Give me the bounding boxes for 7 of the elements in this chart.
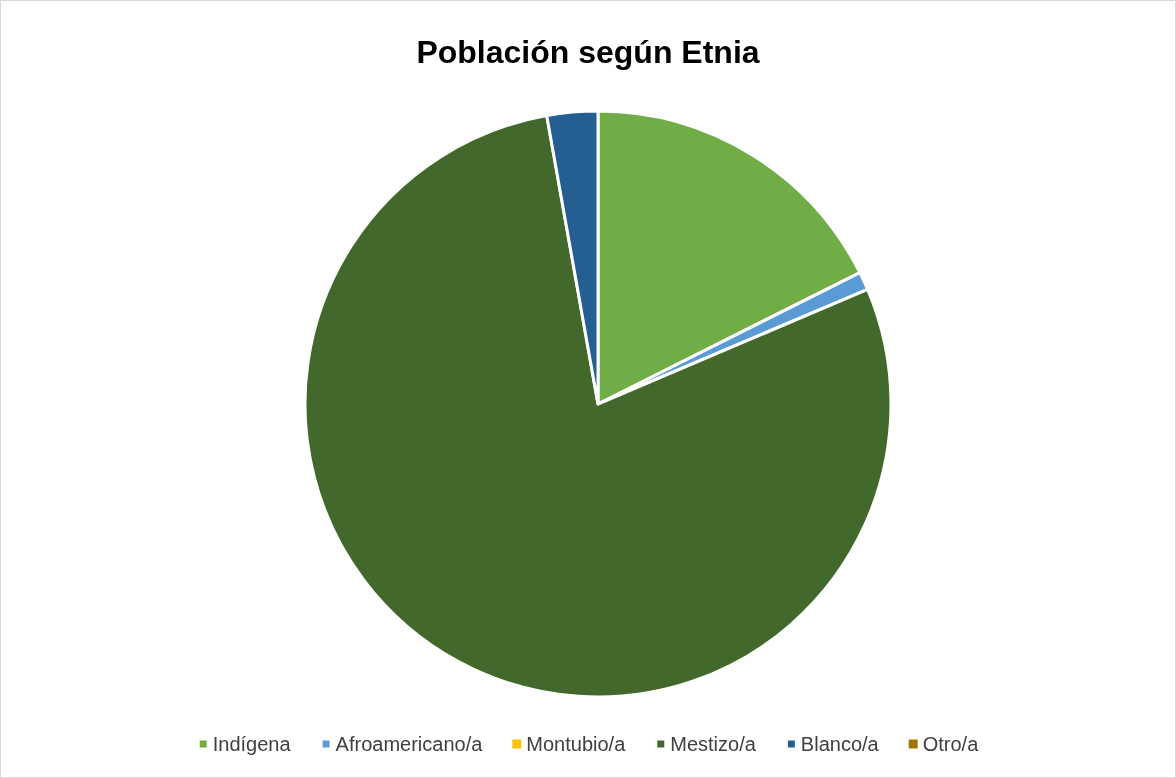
legend-label: Indígena [212, 733, 292, 755]
legend-label: Blanco/a [800, 733, 880, 755]
legend-label: Afroamericano/a [335, 733, 484, 755]
legend-label: Otro/a [922, 733, 980, 755]
legend-label: Mestizo/a [670, 733, 757, 755]
legend-label: Montubio/a [526, 733, 627, 755]
chart-title: Población según Etnia [416, 34, 760, 70]
